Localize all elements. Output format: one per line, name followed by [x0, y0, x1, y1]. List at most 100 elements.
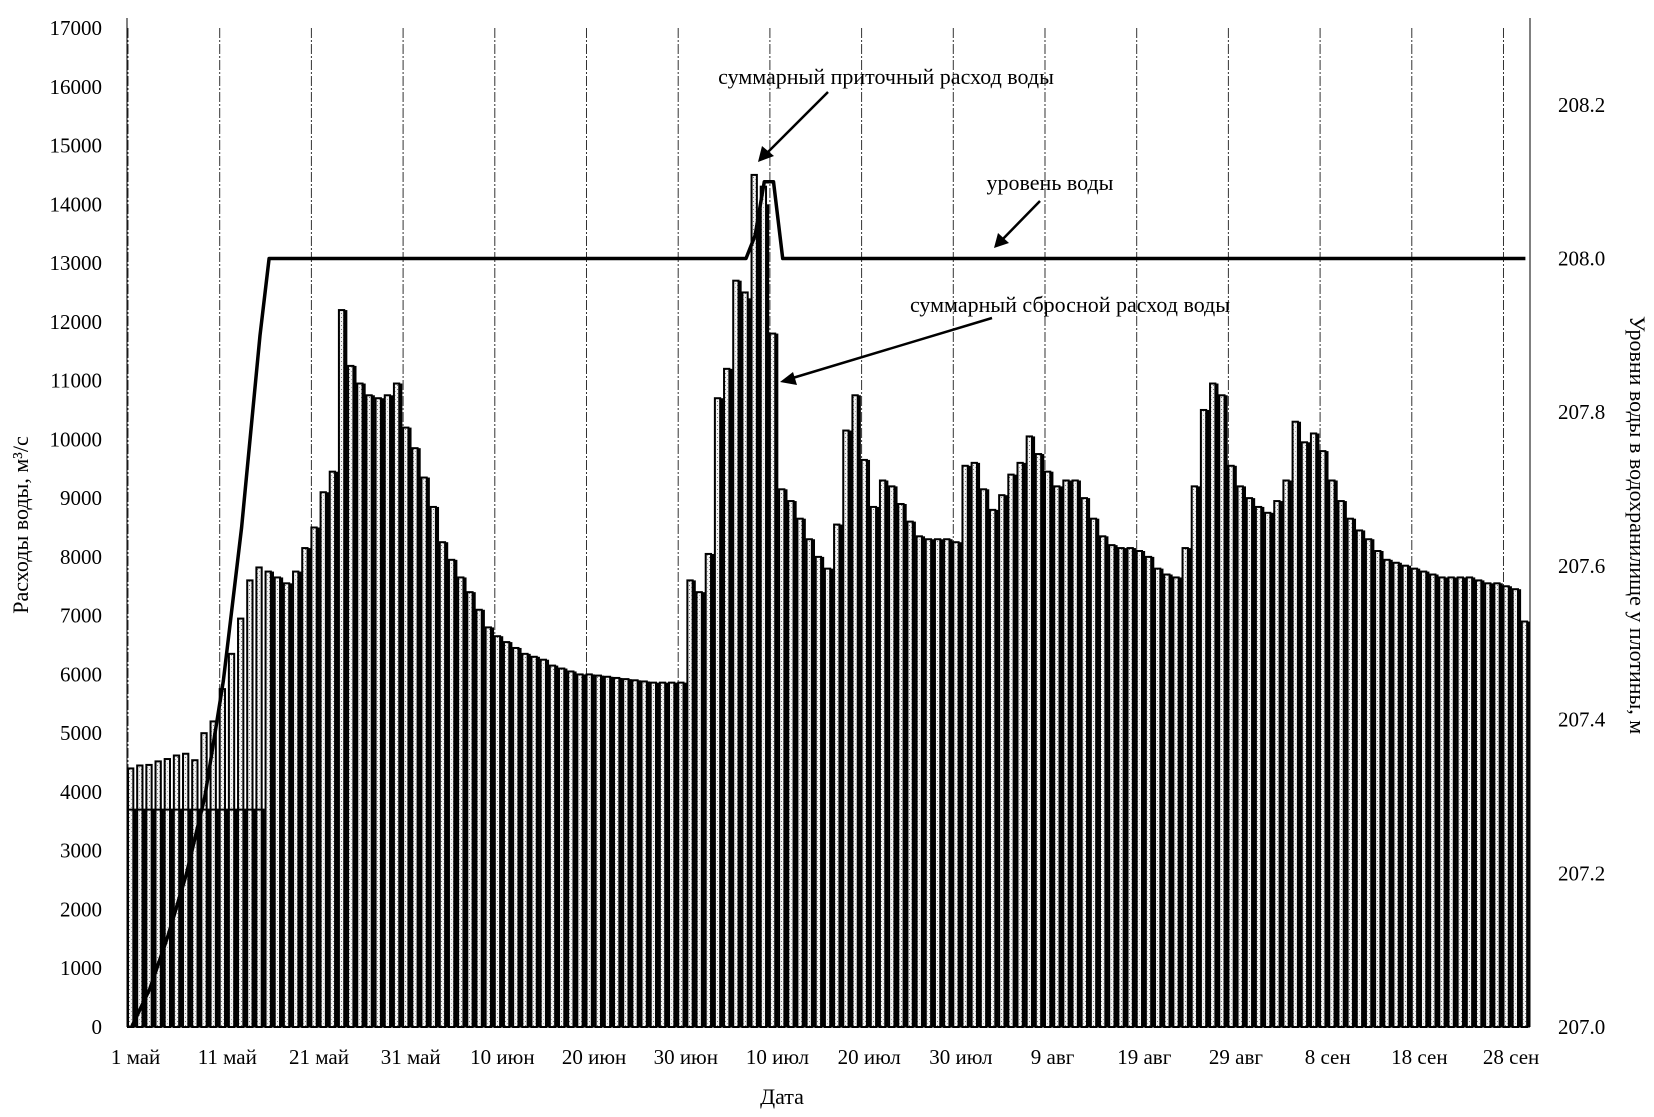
- discharge-bar: [1224, 395, 1228, 1027]
- inflow-bar: [613, 676, 621, 1028]
- discharge-bar: [1527, 621, 1531, 1027]
- y-tick-label: 1000: [60, 956, 102, 980]
- inflow-bar: [530, 655, 538, 1028]
- x-tick-label: 31 май: [381, 1045, 441, 1069]
- inflow-bar: [1493, 582, 1501, 1028]
- discharge-bar: [876, 506, 880, 1027]
- discharge-bar: [1407, 565, 1412, 1027]
- inflow-bar: [200, 732, 208, 1028]
- inflow-bar: [475, 608, 483, 1028]
- discharge-bar: [1187, 548, 1191, 1027]
- discharge-bar: [1288, 480, 1292, 1027]
- discharge-bar: [234, 809, 238, 1027]
- inflow-bar: [1309, 432, 1318, 1029]
- y-tick-label: 3000: [60, 839, 102, 863]
- discharge-bar: [665, 682, 669, 1027]
- inflow-bar: [1429, 573, 1437, 1028]
- discharge-bar: [371, 395, 375, 1027]
- discharge-bar: [1453, 577, 1457, 1027]
- y-right-tick-label: 207.2: [1558, 861, 1605, 885]
- inflow-bar: [622, 678, 630, 1028]
- inflow-bar: [548, 664, 557, 1028]
- inflow-bar: [713, 397, 722, 1028]
- inflow-bar: [723, 367, 731, 1029]
- inflow-bar: [1410, 567, 1419, 1029]
- inflow-bar: [1209, 382, 1217, 1028]
- inflow-bar: [127, 767, 135, 1028]
- inflow-bar: [805, 538, 813, 1028]
- discharge-bar: [582, 674, 586, 1027]
- inflow-bar: [658, 681, 667, 1028]
- discharge-bar: [408, 427, 412, 1028]
- inflow-bar: [429, 505, 437, 1028]
- x-tick-label: 10 июл: [746, 1045, 809, 1069]
- inflow-bar: [631, 679, 639, 1028]
- discharge-bar: [729, 368, 733, 1027]
- inflow-bar: [814, 555, 823, 1028]
- y-right-axis-title: Уровни воды в водохранилище у плотины, м: [1625, 316, 1650, 734]
- discharge-bar: [683, 682, 687, 1027]
- discharge-bar: [325, 492, 330, 1027]
- discharge-bar: [454, 559, 458, 1027]
- discharge-bar: [1169, 574, 1173, 1027]
- discharge-bar: [1178, 577, 1182, 1027]
- inflow-bar: [521, 652, 529, 1028]
- discharge-bar: [1031, 436, 1036, 1028]
- discharge-bar: [280, 577, 284, 1027]
- inflow-bar: [1282, 479, 1290, 1028]
- inflow-bar: [924, 538, 933, 1028]
- discharge-bar: [188, 809, 192, 1027]
- discharge-bar: [628, 679, 632, 1027]
- inflow-bar: [1447, 576, 1455, 1028]
- discharge-bar: [490, 627, 495, 1027]
- x-tick-label: 9 авг: [1031, 1045, 1075, 1069]
- inflow-bar: [741, 291, 749, 1028]
- x-tick-label: 29 авг: [1209, 1045, 1263, 1069]
- inflow-bar: [1484, 582, 1492, 1028]
- inflow-bar: [1154, 567, 1162, 1029]
- inflow-bar: [878, 479, 887, 1028]
- discharge-bar: [1508, 586, 1512, 1027]
- discharge-bar: [243, 809, 247, 1027]
- discharge-bar: [1307, 442, 1311, 1028]
- inflow-bar: [970, 461, 978, 1028]
- discharge-bar: [225, 809, 229, 1027]
- inflow-bar: [998, 494, 1006, 1029]
- discharge-bar: [1050, 471, 1054, 1027]
- inflow-bar: [512, 646, 520, 1028]
- discharge-bar: [1398, 562, 1402, 1027]
- discharge-bar: [536, 656, 540, 1027]
- discharge-bar: [1123, 548, 1127, 1027]
- inflow-bar: [310, 526, 318, 1028]
- x-tick-label: 20 июл: [838, 1045, 901, 1069]
- arrow-discharge: [785, 316, 993, 382]
- discharge-bar: [692, 580, 696, 1027]
- discharge-bar: [1132, 548, 1136, 1027]
- discharge-bar: [940, 539, 944, 1027]
- discharge-bar: [775, 333, 779, 1027]
- inflow-bar: [1117, 547, 1125, 1028]
- arrowhead-level-icon: [994, 233, 1009, 248]
- discharge-bar: [967, 465, 971, 1027]
- discharge-bar: [1114, 545, 1118, 1027]
- discharge-bar: [353, 365, 357, 1027]
- discharge-bar: [976, 462, 981, 1027]
- discharge-bar: [179, 809, 183, 1027]
- inflow-bar: [695, 591, 703, 1028]
- inflow-bar: [860, 458, 868, 1028]
- discharge-bar: [197, 809, 201, 1027]
- inflow-bar: [1364, 538, 1373, 1028]
- discharge-bar: [912, 521, 916, 1027]
- inflow-bar: [1374, 550, 1382, 1028]
- inflow-bar: [1144, 555, 1153, 1028]
- inflow-bar: [778, 488, 786, 1029]
- discharge-bar: [949, 539, 953, 1027]
- y-tick-label: 0: [92, 1015, 103, 1039]
- y-tick-label: 6000: [60, 662, 102, 686]
- x-tick-label: 20 июн: [562, 1045, 626, 1069]
- inflow-bar: [1502, 585, 1510, 1028]
- discharge-bar: [289, 583, 293, 1027]
- inflow-bar: [328, 470, 337, 1028]
- y-right-tick-label: 207.0: [1558, 1015, 1605, 1039]
- inflow-bar: [1419, 570, 1428, 1029]
